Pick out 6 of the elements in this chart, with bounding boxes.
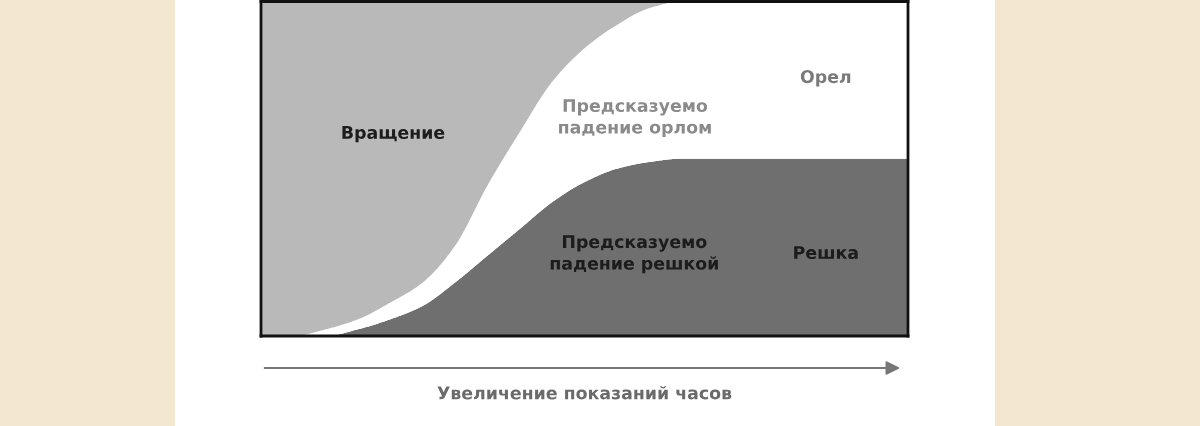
series-label: Решка [794, 246, 858, 260]
annotation: Предсказуемо падение орлом [559, 99, 711, 138]
annotation: Предсказуемо падение решкой [550, 235, 718, 274]
series-label: Вращение [342, 126, 445, 143]
x-axis-title: Увеличение показаний часов [437, 385, 732, 400]
series-label: Орел [800, 70, 851, 87]
